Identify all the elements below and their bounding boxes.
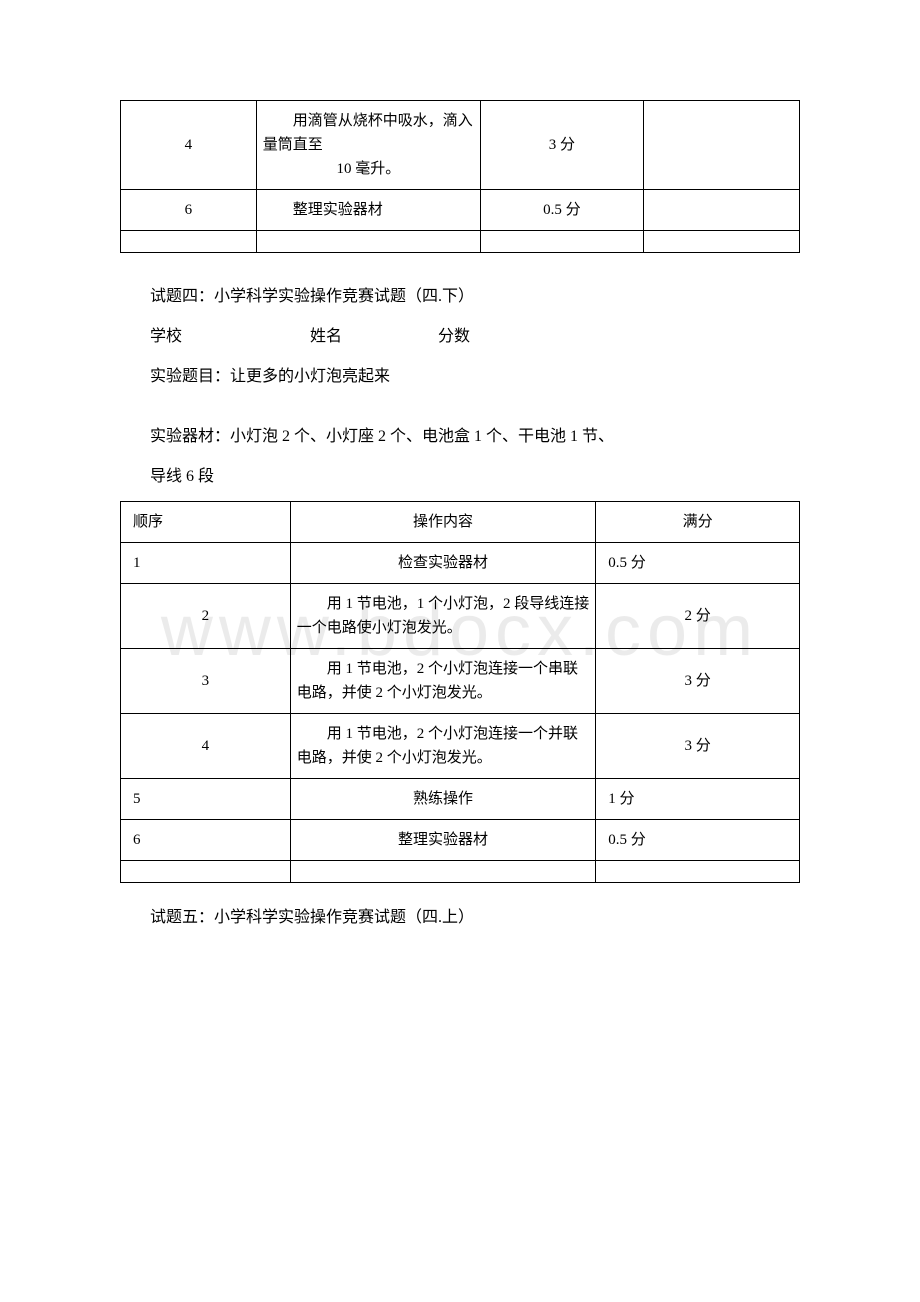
header-score: 满分 (596, 502, 800, 543)
cell-score: 2 分 (596, 584, 800, 649)
section4-materials2: 导线 6 段 (150, 461, 800, 493)
cell-op: 整理实验器材 (256, 190, 480, 231)
cell-score: 0.5 分 (480, 190, 643, 231)
table-section4: 顺序 操作内容 满分 1 检查实验器材 0.5 分 2 用 1 节电池，1 个小… (120, 501, 800, 883)
cell-score: 3 分 (480, 101, 643, 190)
cell-blank (596, 861, 800, 883)
table-row: 4 用 1 节电池，2 个小灯泡连接一个并联电路，并使 2 个小灯泡发光。 3 … (121, 714, 800, 779)
section4-info-line: 学校 姓名 分数 (150, 321, 800, 353)
cell-blank (480, 231, 643, 253)
header-op: 操作内容 (290, 502, 596, 543)
table-row-empty (121, 861, 800, 883)
cell-blank (121, 231, 257, 253)
cell-score: 0.5 分 (596, 543, 800, 584)
table-row: 6 整理实验器材 0.5 分 (121, 190, 800, 231)
cell-blank (121, 861, 291, 883)
cell-op: 熟练操作 (290, 779, 596, 820)
table-partial-top: 4 用滴管从烧杯中吸水，滴入量筒直至 10 毫升。 3 分 6 整理实验器材 0… (120, 100, 800, 253)
cell-score: 3 分 (596, 649, 800, 714)
cell-seq: 4 (121, 101, 257, 190)
cell-score: 3 分 (596, 714, 800, 779)
cell-seq: 3 (121, 649, 291, 714)
cell-seq: 1 (121, 543, 291, 584)
section5-title: 试题五：小学科学实验操作竞赛试题（四.上） (150, 903, 800, 927)
page-content: 4 用滴管从烧杯中吸水，滴入量筒直至 10 毫升。 3 分 6 整理实验器材 0… (0, 0, 920, 987)
cell-score: 0.5 分 (596, 820, 800, 861)
table-header-row: 顺序 操作内容 满分 (121, 502, 800, 543)
cell-op: 用滴管从烧杯中吸水，滴入量筒直至 10 毫升。 (256, 101, 480, 190)
cell-seq: 4 (121, 714, 291, 779)
section4-subject: 实验题目：让更多的小灯泡亮起来 (150, 361, 800, 393)
cell-blank (643, 231, 799, 253)
cell-op: 用 1 节电池，2 个小灯泡连接一个串联电路，并使 2 个小灯泡发光。 (290, 649, 596, 714)
cell-seq: 6 (121, 820, 291, 861)
cell-seq: 2 (121, 584, 291, 649)
table-row: 2 用 1 节电池，1 个小灯泡，2 段导线连接一个电路使小灯泡发光。 2 分 (121, 584, 800, 649)
op-text-line1: 用滴管从烧杯中吸水，滴入量筒直至 (263, 109, 474, 157)
section4-title: 试题四：小学科学实验操作竞赛试题（四.下） (150, 281, 800, 313)
table-row: 6 整理实验器材 0.5 分 (121, 820, 800, 861)
table-row: 4 用滴管从烧杯中吸水，滴入量筒直至 10 毫升。 3 分 (121, 101, 800, 190)
section4-materials: 实验器材：小灯泡 2 个、小灯座 2 个、电池盒 1 个、干电池 1 节、 (150, 421, 800, 453)
table-row: 3 用 1 节电池，2 个小灯泡连接一个串联电路，并使 2 个小灯泡发光。 3 … (121, 649, 800, 714)
op-text-line2: 10 毫升。 (263, 157, 474, 181)
cell-score: 1 分 (596, 779, 800, 820)
cell-blank (256, 231, 480, 253)
cell-blank (290, 861, 596, 883)
cell-blank (643, 190, 799, 231)
cell-blank (643, 101, 799, 190)
cell-seq: 6 (121, 190, 257, 231)
cell-op: 检查实验器材 (290, 543, 596, 584)
cell-op: 整理实验器材 (290, 820, 596, 861)
cell-seq: 5 (121, 779, 291, 820)
table-row-empty (121, 231, 800, 253)
table-row: 5 熟练操作 1 分 (121, 779, 800, 820)
cell-op: 用 1 节电池，2 个小灯泡连接一个并联电路，并使 2 个小灯泡发光。 (290, 714, 596, 779)
header-seq: 顺序 (121, 502, 291, 543)
table-row: 1 检查实验器材 0.5 分 (121, 543, 800, 584)
cell-op: 用 1 节电池，1 个小灯泡，2 段导线连接一个电路使小灯泡发光。 (290, 584, 596, 649)
